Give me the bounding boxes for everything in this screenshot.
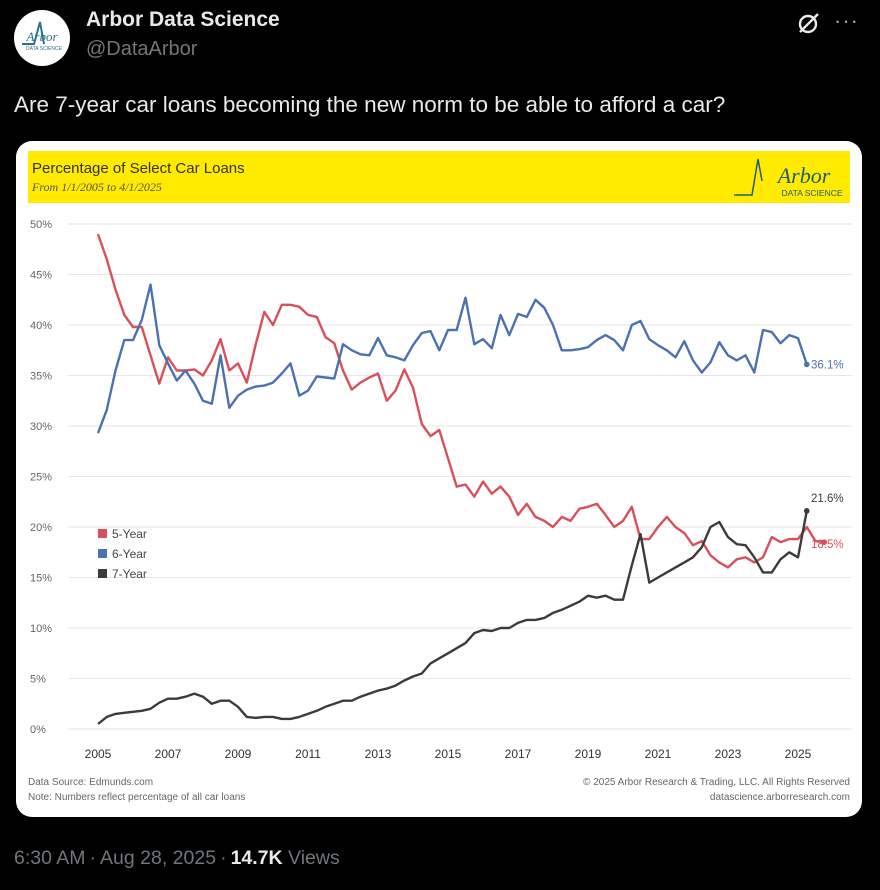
x-tick-label: 2015 (435, 747, 462, 761)
chart-subtitle: From 1/1/2005 to 4/1/2025 (31, 180, 162, 194)
series-line-7-year (97, 510, 808, 725)
y-tick-label: 25% (30, 472, 52, 484)
avatar-logo-text: Arbor (25, 29, 58, 44)
x-tick-label: 2017 (505, 747, 532, 761)
legend-swatch (98, 569, 107, 578)
chart-image: Percentage of Select Car Loans From 1/1/… (28, 151, 852, 803)
meta-separator: · (89, 847, 97, 869)
chart-header-band (28, 151, 850, 203)
tweet-meta: 6:30 AM · Aug 28, 2025 · 14.7K Views (14, 847, 340, 870)
legend-label: 6-Year (112, 547, 147, 561)
tweet-media-chart[interactable]: Percentage of Select Car Loans From 1/1/… (16, 141, 862, 817)
y-tick-label: 20% (30, 522, 52, 534)
author-name[interactable]: Arbor Data Science (86, 8, 280, 31)
legend-swatch (98, 549, 107, 558)
more-icon[interactable]: ··· (834, 8, 859, 33)
chart-website: datascience.arborresearch.com (710, 792, 850, 803)
chart-legend: 5-Year 6-Year 7-Year (98, 527, 147, 581)
chart-gridlines (68, 223, 852, 730)
tweet-time[interactable]: 6:30 AM (14, 847, 86, 869)
x-tick-label: 2019 (575, 747, 602, 761)
x-tick-label: 2023 (715, 747, 742, 761)
series-end-label: 21.6% (811, 493, 844, 505)
chart-source: Data Source: Edmunds.com (28, 777, 153, 788)
y-tick-label: 30% (30, 421, 52, 433)
y-tick-label: 10% (30, 623, 52, 635)
legend-label: 5-Year (112, 527, 147, 541)
x-tick-label: 2025 (785, 747, 812, 761)
y-tick-label: 35% (30, 371, 52, 383)
views-count: 14.7K (230, 847, 283, 869)
arbor-logo-icon: Arbor DATA SCIENCE (22, 21, 63, 52)
x-tick-label: 2013 (365, 747, 392, 761)
y-tick-label: 50% (30, 219, 52, 231)
tweet-date[interactable]: Aug 28, 2025 (100, 847, 217, 869)
chart-logo-text: Arbor (776, 163, 831, 188)
chart-y-axis: 0% 5% 10% 15% 20% 25% 30% 35% 40% 45% 50% (30, 219, 52, 736)
series-end-label: 36.1% (811, 359, 844, 371)
chart-series (96, 233, 828, 725)
y-tick-label: 15% (30, 573, 52, 585)
legend-swatch (98, 529, 107, 538)
series-line-5-year (96, 233, 825, 569)
chart-title: Percentage of Select Car Loans (32, 160, 245, 177)
chart-x-axis: 2005 2007 2009 2011 2013 2015 2017 2019 2021 2023… (85, 747, 812, 761)
author-handle[interactable]: @DataArbor (86, 38, 198, 60)
chart-copyright: © 2025 Arbor Research & Trading, LLC. Al… (583, 777, 850, 788)
y-tick-label: 0% (30, 724, 46, 736)
grok-icon[interactable] (796, 10, 822, 36)
tweet-text: Are 7-year car loans becoming the new no… (14, 92, 726, 117)
y-tick-label: 40% (30, 320, 52, 332)
chart-end-labels: 18.5% 36.1% 21.6% (811, 359, 844, 551)
series-end-label: 18.5% (811, 539, 844, 551)
x-tick-label: 2021 (645, 747, 672, 761)
chart-note: Note: Numbers reflect percentage of all … (28, 792, 245, 803)
author-avatar[interactable]: Arbor DATA SCIENCE (14, 10, 70, 66)
meta-separator: · (220, 847, 227, 869)
series-end-point (803, 361, 810, 368)
y-tick-label: 45% (30, 270, 52, 282)
x-tick-label: 2007 (155, 747, 182, 761)
x-tick-label: 2005 (85, 747, 112, 761)
x-tick-label: 2009 (225, 747, 252, 761)
chart-logo-subtext: DATA SCIENCE (781, 188, 842, 198)
x-tick-label: 2011 (295, 747, 321, 761)
y-tick-label: 5% (30, 674, 46, 686)
series-end-point (821, 539, 828, 545)
series-line-6-year (96, 283, 808, 434)
series-end-point (803, 508, 810, 514)
views-label: Views (288, 847, 340, 869)
legend-label: 7-Year (112, 567, 147, 581)
chart-logo-mark (734, 158, 763, 196)
avatar-logo-subtext: DATA SCIENCE (26, 46, 63, 52)
